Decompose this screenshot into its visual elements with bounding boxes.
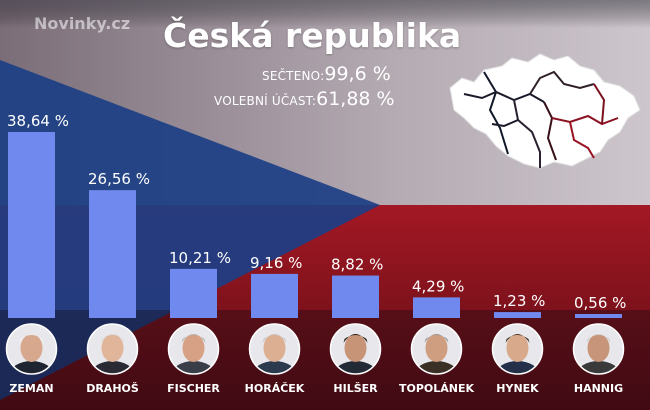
brand-logo: Novinky.cz — [34, 14, 131, 33]
czech-regions-map-icon — [449, 53, 641, 169]
value-label: 0,56 % — [574, 294, 626, 312]
candidate-avatar — [86, 323, 139, 375]
bar-horáček — [251, 273, 298, 318]
value-label: 10,21 % — [169, 249, 231, 267]
bar-drahoš — [89, 190, 136, 318]
candidate-name: TOPOLÁNEK — [399, 382, 475, 395]
candidate-name: ZEMAN — [9, 382, 53, 395]
counted-value: 99,6 % — [324, 63, 391, 85]
candidate-name: DRAHOŠ — [86, 382, 139, 395]
bar-hannig — [575, 314, 622, 318]
value-label: 1,23 % — [493, 292, 545, 310]
turnout-value: 61,88 % — [316, 88, 395, 110]
candidate-name: HYNEK — [496, 382, 539, 395]
candidate-avatar — [572, 323, 625, 375]
value-label: 8,82 % — [331, 256, 383, 274]
turnout-label: VOLEBNÍ ÚČAST: — [214, 94, 317, 108]
value-label: 26,56 % — [88, 170, 150, 188]
bar-fischer — [170, 268, 217, 318]
counted-stat: SEČTENO:99,6 % — [262, 63, 391, 85]
candidate-avatar — [410, 323, 463, 375]
turnout-stat: VOLEBNÍ ÚČAST:61,88 % — [214, 88, 395, 110]
candidate-avatar — [5, 323, 58, 375]
bar-hynek — [494, 312, 541, 318]
candidate-name: HANNIG — [574, 382, 623, 395]
value-label: 9,16 % — [250, 254, 302, 272]
page-title: Česká republika — [163, 16, 462, 55]
candidate-avatar — [167, 323, 220, 375]
candidate-avatar — [491, 323, 544, 375]
value-label: 38,64 % — [7, 112, 69, 130]
candidate-name: HORÁČEK — [245, 382, 305, 395]
candidate-avatar — [248, 323, 301, 375]
bar-zeman — [8, 132, 55, 318]
counted-label: SEČTENO: — [262, 69, 325, 83]
bar-topolánek — [413, 297, 460, 318]
candidate-avatar — [329, 323, 382, 375]
bar-hilšer — [332, 275, 379, 318]
candidate-name: HILŠER — [333, 382, 378, 395]
candidate-name: FISCHER — [167, 382, 220, 395]
value-label: 4,29 % — [412, 277, 464, 295]
